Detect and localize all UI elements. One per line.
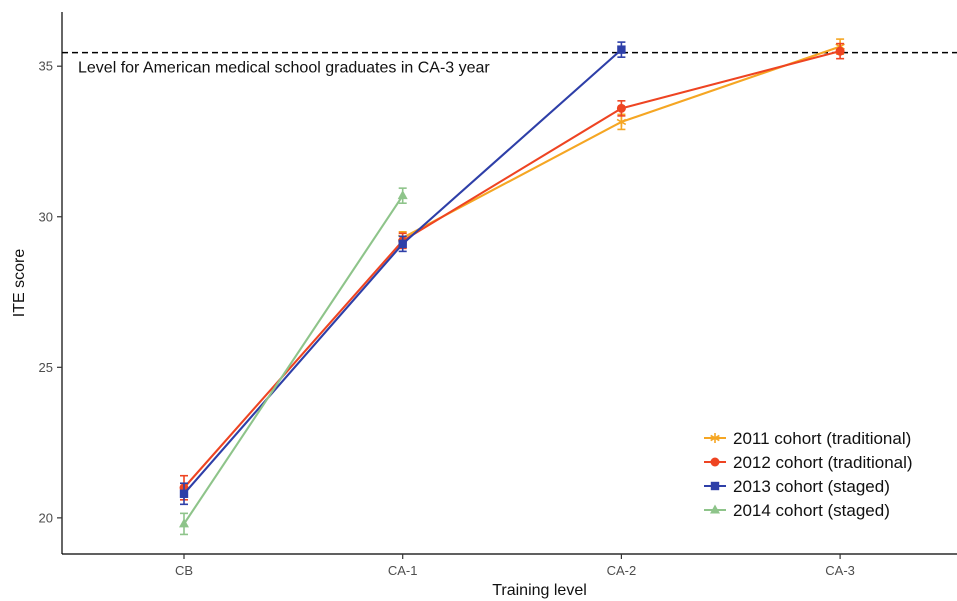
legend-item: 2011 cohort (traditional) <box>704 429 911 448</box>
circle-marker <box>835 46 845 56</box>
legend-label: 2014 cohort (staged) <box>733 501 890 520</box>
x-tick-label: CB <box>175 563 193 578</box>
x-tick-label: CA-2 <box>607 563 637 578</box>
asterisk-stroke <box>710 434 720 442</box>
legend-item: 2013 cohort (staged) <box>704 477 890 496</box>
data-point <box>397 190 408 200</box>
y-tick-label: 20 <box>39 510 53 525</box>
legend-key-marker <box>710 433 720 443</box>
x-axis-title: Training level <box>492 582 587 599</box>
legend-label: 2011 cohort (traditional) <box>733 429 911 448</box>
y-axis-ticks: 20 25 30 35 <box>39 59 62 525</box>
triangle-marker <box>179 518 189 528</box>
square-marker <box>179 489 189 498</box>
reference-line-label: Level for American medical school gradua… <box>78 60 490 77</box>
asterisk-stroke <box>616 118 627 126</box>
x-tick-label: CA-1 <box>388 563 418 578</box>
data-point <box>179 518 189 528</box>
x-tick-label: CA-3 <box>825 563 855 578</box>
legend-item: 2012 cohort (traditional) <box>704 453 913 472</box>
y-axis-title: ITE score <box>11 249 28 318</box>
circle-marker <box>710 457 720 467</box>
square-marker <box>398 239 407 249</box>
series-line <box>183 195 404 525</box>
series-square <box>179 41 626 506</box>
data-point <box>616 103 626 113</box>
y-tick-label: 25 <box>39 360 53 375</box>
data-point <box>617 45 626 54</box>
square-marker <box>710 481 720 491</box>
circle-marker <box>616 103 626 113</box>
y-tick-label: 35 <box>39 59 53 74</box>
x-axis-ticks: CB CA-1 CA-2 CA-3 <box>175 554 855 578</box>
legend-key-marker <box>710 457 720 467</box>
legend-label: 2012 cohort (traditional) <box>733 453 913 472</box>
data-point <box>616 116 627 127</box>
legend-key-marker <box>710 504 720 514</box>
series-line <box>183 50 841 489</box>
series-group <box>179 38 845 536</box>
data-point <box>835 46 845 56</box>
data-point <box>398 239 407 249</box>
reference-line-group: Level for American medical school gradua… <box>62 51 957 77</box>
legend-key-marker <box>710 481 720 491</box>
legend-item: 2014 cohort (staged) <box>704 501 890 520</box>
y-tick-label: 30 <box>39 209 53 224</box>
triangle-marker <box>710 504 720 514</box>
legend-label: 2013 cohort (staged) <box>733 477 890 496</box>
legend: 2011 cohort (traditional) 2012 cohort (tr… <box>704 429 913 520</box>
plot-panel <box>61 12 957 555</box>
triangle-marker <box>397 190 408 200</box>
series-triangle <box>179 187 408 536</box>
data-point <box>179 489 189 498</box>
square-marker <box>617 45 626 54</box>
